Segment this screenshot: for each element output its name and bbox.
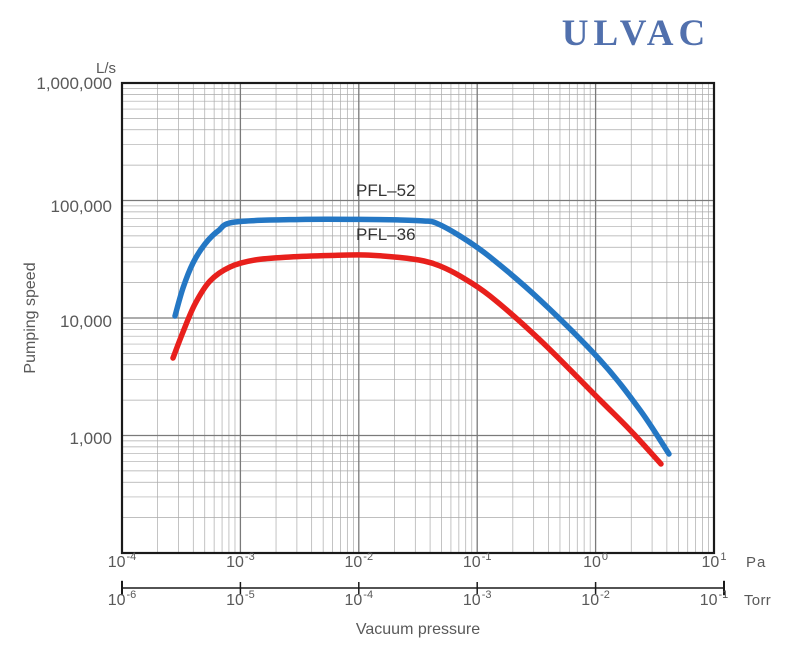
svg-text:10-2: 10-2 — [345, 551, 374, 571]
svg-text:10-6: 10-6 — [108, 589, 137, 609]
svg-text:10-1: 10-1 — [463, 551, 492, 571]
svg-text:1,000: 1,000 — [69, 429, 112, 448]
svg-text:10-4: 10-4 — [345, 589, 374, 609]
svg-text:10-3: 10-3 — [463, 589, 492, 609]
svg-text:100,000: 100,000 — [51, 197, 112, 216]
svg-text:Pumping speed: Pumping speed — [22, 262, 39, 373]
svg-text:101: 101 — [702, 551, 727, 571]
svg-text:PFL–36: PFL–36 — [356, 225, 416, 244]
svg-text:ULVAC: ULVAC — [562, 13, 710, 54]
svg-text:PFL–52: PFL–52 — [356, 181, 416, 200]
svg-text:L/s: L/s — [96, 60, 116, 77]
svg-text:10-1: 10-1 — [700, 589, 729, 609]
svg-text:10-3: 10-3 — [226, 551, 255, 571]
svg-text:10-4: 10-4 — [108, 551, 137, 571]
svg-text:100: 100 — [583, 551, 608, 571]
svg-text:10,000: 10,000 — [60, 312, 112, 331]
svg-text:10-2: 10-2 — [581, 589, 610, 609]
svg-text:Torr: Torr — [744, 592, 771, 609]
svg-text:10-5: 10-5 — [226, 589, 255, 609]
svg-text:Vacuum pressure: Vacuum pressure — [356, 621, 480, 638]
svg-text:Pa: Pa — [746, 554, 766, 571]
